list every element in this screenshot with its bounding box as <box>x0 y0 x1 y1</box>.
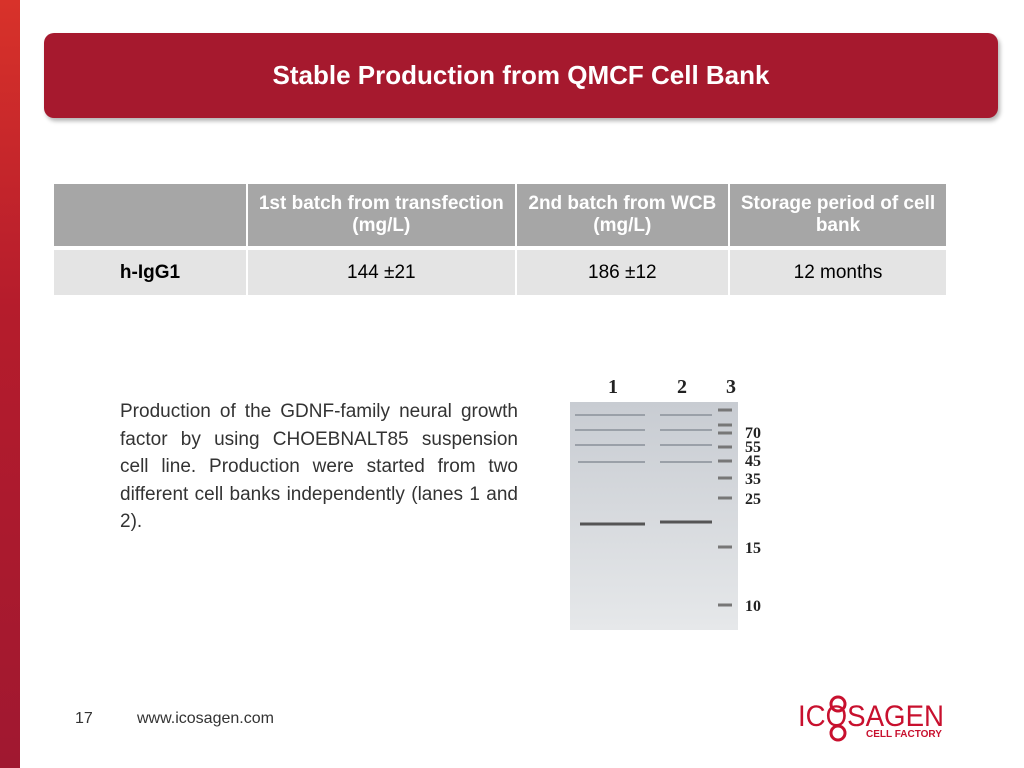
logo-name: ICOSAGEN <box>798 700 944 733</box>
side-strip <box>0 0 20 768</box>
marker-label: 45 <box>745 453 761 470</box>
lane-label: 2 <box>677 376 687 398</box>
marker-label: 55 <box>745 439 761 456</box>
description: Production of the GDNF-family neural gro… <box>120 401 518 532</box>
header-cell <box>54 184 246 246</box>
marker-label: 10 <box>745 598 761 615</box>
marker-label: 70 <box>745 425 761 442</box>
marker-label: 15 <box>745 540 761 557</box>
footer-url: www.icosagen.com <box>137 710 274 727</box>
marker-label: 25 <box>745 491 761 508</box>
gel-bands <box>575 408 732 607</box>
logo-ring <box>829 724 847 742</box>
slide-title: Stable Production from QMCF Cell Bank <box>44 33 998 118</box>
gel <box>570 402 738 630</box>
results-table: 1st batch from transfection (mg/L) 2nd b… <box>52 184 948 295</box>
logo-tagline: CELL FACTORY <box>866 729 942 740</box>
header-cell: 2nd batch from WCB (mg/L) <box>516 184 728 246</box>
lane-label: 1 <box>608 376 618 398</box>
cell: 186 ±12 <box>516 246 728 295</box>
cell: 12 months <box>730 246 946 295</box>
row-label: h-IgG1 <box>54 246 246 295</box>
cell: 144 ±21 <box>248 246 515 295</box>
lane-label: 3 <box>726 376 736 398</box>
logo-ring <box>829 695 847 713</box>
marker-label: 35 <box>745 471 761 488</box>
header-cell: 1st batch from transfection (mg/L) <box>248 184 515 246</box>
page-number: 17 <box>75 710 93 727</box>
header-cell: Storage period of cell bank <box>730 184 946 246</box>
